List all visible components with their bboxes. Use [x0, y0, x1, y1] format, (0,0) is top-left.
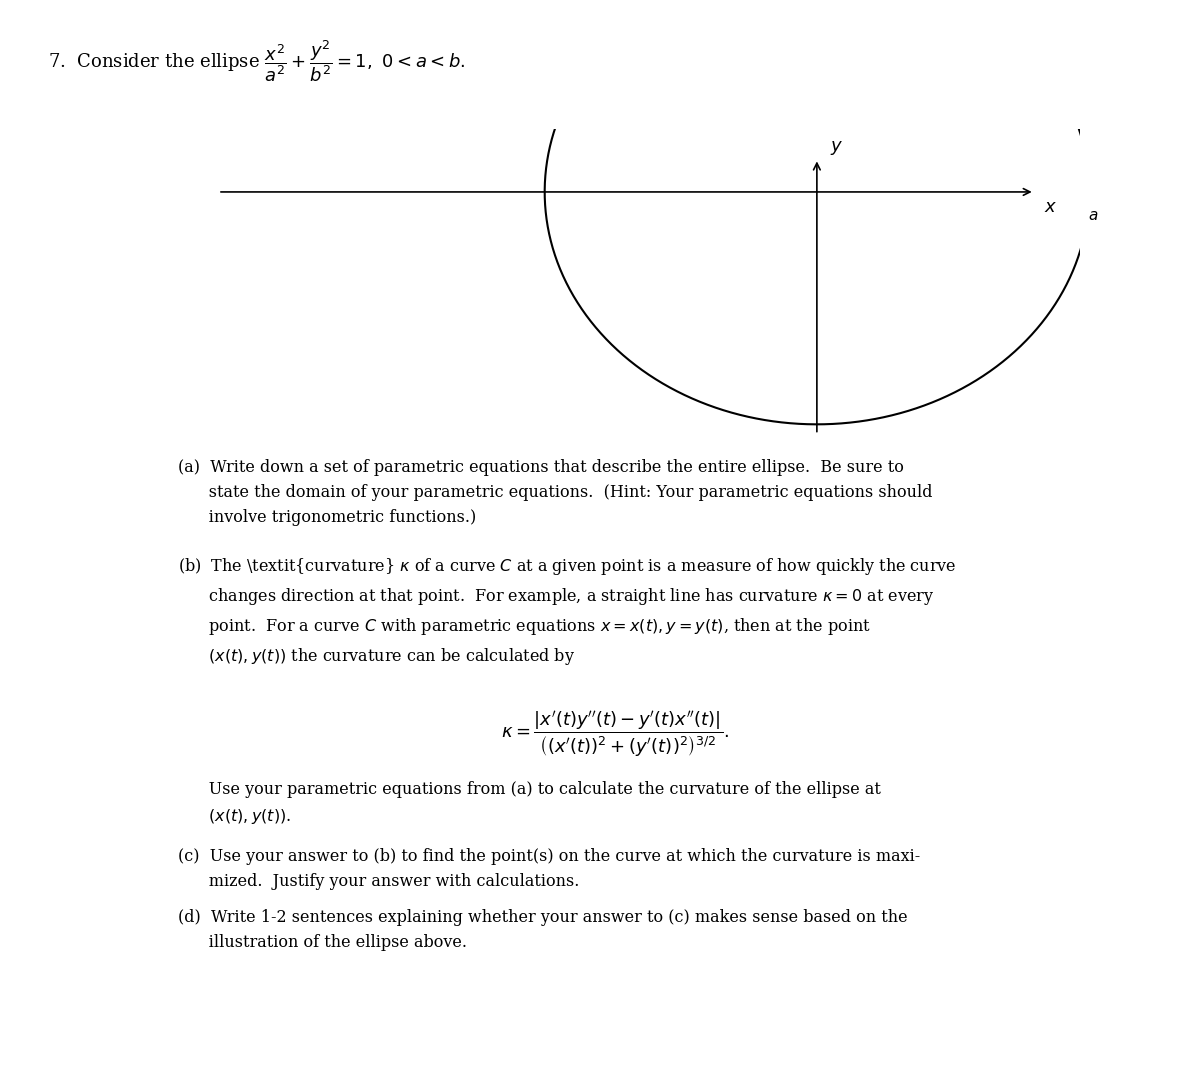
- Text: $y$: $y$: [830, 139, 844, 158]
- Text: $x$: $x$: [1044, 197, 1057, 216]
- Text: 7.  Consider the ellipse $\dfrac{x^2}{a^2} + \dfrac{y^2}{b^2} = 1,\ 0 < a < b.$: 7. Consider the ellipse $\dfrac{x^2}{a^2…: [48, 38, 466, 83]
- Text: $\kappa = \dfrac{|x'(t)y''(t) - y'(t)x''(t)|}{\left(\left(x'(t)\right)^2 + \left: $\kappa = \dfrac{|x'(t)y''(t) - y'(t)x''…: [500, 710, 730, 760]
- Text: $a$: $a$: [1088, 209, 1099, 223]
- Text: (a)  Write down a set of parametric equations that describe the entire ellipse. : (a) Write down a set of parametric equat…: [178, 460, 932, 525]
- Text: (c)  Use your answer to (b) to find the point(s) on the curve at which the curva: (c) Use your answer to (b) to find the p…: [178, 848, 920, 889]
- Text: Use your parametric equations from (a) to calculate the curvature of the ellipse: Use your parametric equations from (a) t…: [178, 781, 881, 825]
- Text: (d)  Write 1-2 sentences explaining whether your answer to (c) makes sense based: (d) Write 1-2 sentences explaining wheth…: [178, 910, 907, 951]
- Text: (b)  The \textit{curvature} $\kappa$ of a curve $C$ at a given point is a measur: (b) The \textit{curvature} $\kappa$ of a…: [178, 557, 956, 668]
